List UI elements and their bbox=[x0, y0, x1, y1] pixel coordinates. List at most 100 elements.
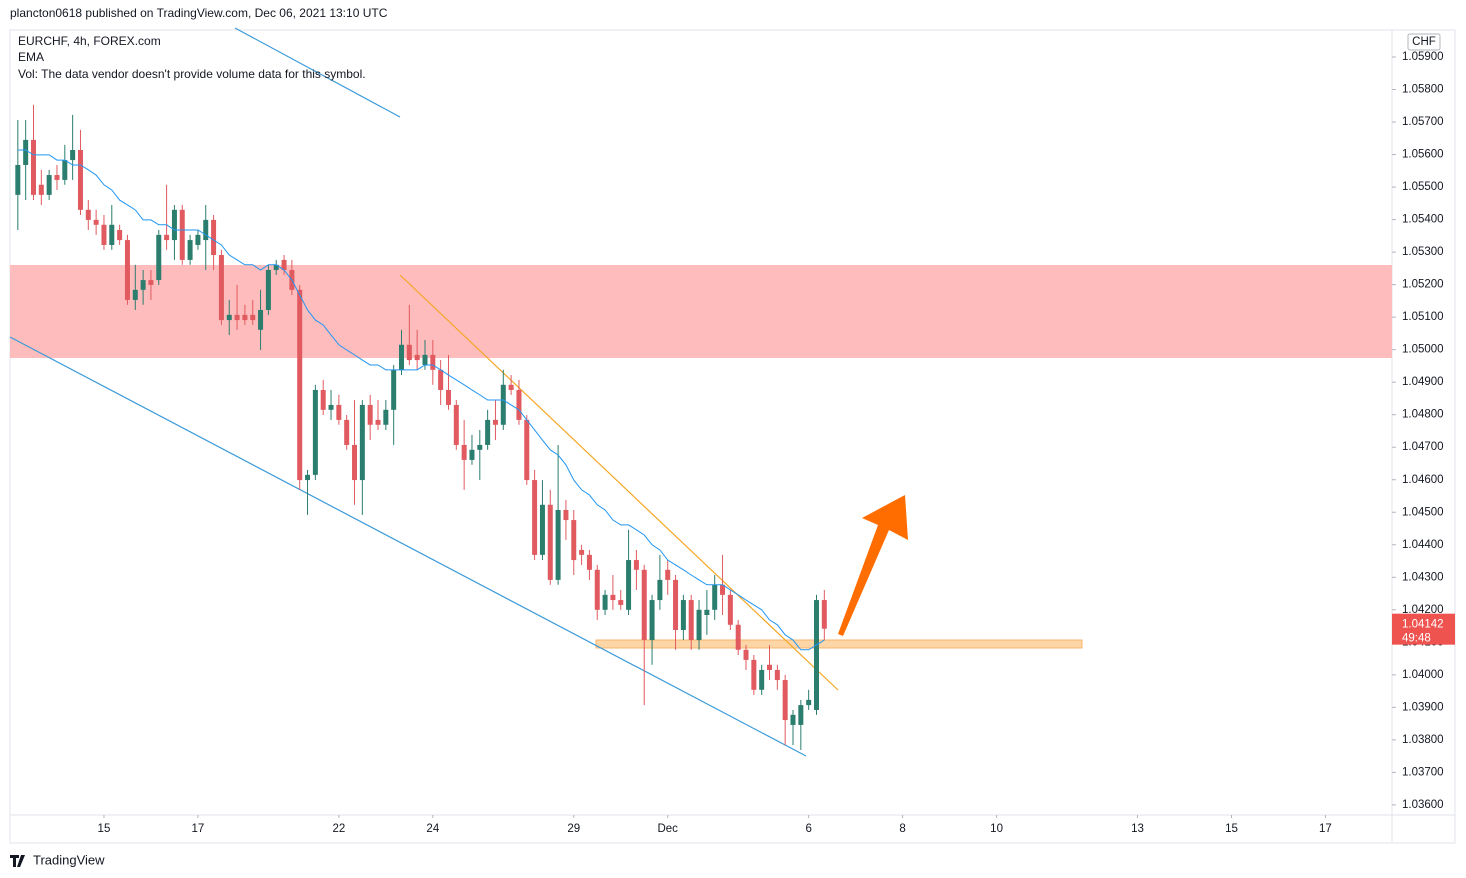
candle-body bbox=[297, 289, 303, 481]
candle-body bbox=[430, 354, 436, 370]
x-tick-label: 15 bbox=[1225, 823, 1238, 835]
candle-body bbox=[704, 609, 710, 616]
candle-body bbox=[140, 280, 146, 290]
candle-body bbox=[164, 234, 170, 241]
support-zone bbox=[595, 639, 1083, 649]
candle-body bbox=[438, 369, 444, 390]
candle-body bbox=[320, 389, 326, 410]
y-tick-label: 1.03600 bbox=[1402, 799, 1444, 811]
y-tick-label: 1.04900 bbox=[1402, 376, 1444, 388]
ema-line bbox=[17, 149, 825, 651]
candle-body bbox=[77, 149, 83, 210]
channel-line bbox=[234, 27, 401, 118]
candle-body bbox=[226, 314, 232, 321]
candle-body bbox=[461, 444, 467, 460]
candle-body bbox=[618, 600, 624, 605]
candle-body bbox=[211, 219, 217, 256]
candle-body bbox=[649, 600, 655, 641]
candle-body bbox=[375, 419, 381, 425]
last-price-box bbox=[1392, 613, 1455, 645]
symbol-legend: EURCHF, 4h, FOREX.com bbox=[18, 34, 161, 48]
y-tick-label: 1.05900 bbox=[1402, 51, 1444, 63]
candle-body bbox=[688, 600, 694, 641]
candle-body bbox=[798, 705, 804, 725]
x-tick-label: 29 bbox=[567, 823, 580, 835]
candle-body bbox=[790, 714, 796, 725]
candle-body bbox=[273, 264, 279, 270]
candle-body bbox=[70, 149, 76, 161]
y-tick-label: 1.05500 bbox=[1402, 181, 1444, 193]
currency: CHF bbox=[1412, 36, 1436, 48]
volume-note: Vol: The data vendor doesn't provide vol… bbox=[18, 67, 366, 81]
candle-body bbox=[336, 404, 342, 420]
x-tick-label: 8 bbox=[899, 823, 905, 835]
candle-body bbox=[414, 354, 420, 361]
candle-body bbox=[680, 600, 686, 630]
arrow bbox=[838, 495, 908, 636]
resistance-zone bbox=[10, 265, 1392, 358]
candle-body bbox=[399, 344, 405, 370]
candle-body bbox=[312, 389, 318, 475]
ema-legend: EMA bbox=[18, 50, 44, 64]
candle-body bbox=[46, 175, 52, 195]
candle-body bbox=[344, 419, 350, 445]
x-tick-label: 17 bbox=[1319, 823, 1332, 835]
candle-body bbox=[453, 404, 459, 445]
candle-body bbox=[579, 549, 585, 555]
y-tick-label: 1.04400 bbox=[1402, 539, 1444, 551]
candle-body bbox=[633, 560, 639, 570]
candle-body bbox=[422, 354, 428, 365]
y-tick-label: 1.05800 bbox=[1402, 84, 1444, 96]
candle-body bbox=[117, 229, 123, 241]
x-tick-label: 24 bbox=[426, 823, 439, 835]
candle-body bbox=[265, 269, 271, 310]
candle-body bbox=[305, 474, 311, 481]
candle-body bbox=[555, 509, 561, 580]
candle-body bbox=[383, 409, 389, 425]
candle-body bbox=[712, 584, 718, 610]
y-tick-label: 1.05200 bbox=[1402, 279, 1444, 291]
x-tick-label: 6 bbox=[805, 823, 811, 835]
candle-body bbox=[500, 384, 506, 425]
candle-body bbox=[485, 419, 491, 445]
y-tick-label: 1.05300 bbox=[1402, 246, 1444, 258]
y-tick-label: 1.04200 bbox=[1402, 604, 1444, 616]
candle-body bbox=[806, 699, 812, 706]
candle-body bbox=[234, 314, 240, 321]
candle-body bbox=[218, 255, 224, 321]
candle-body bbox=[539, 504, 545, 555]
currency-box bbox=[1407, 33, 1441, 51]
y-tick-label: 1.04300 bbox=[1402, 571, 1444, 583]
channel-line bbox=[9, 336, 807, 757]
trend-line bbox=[399, 274, 839, 691]
candle-body bbox=[15, 164, 21, 195]
last-price-label: 1.04142 bbox=[1402, 619, 1444, 631]
candle-body bbox=[132, 289, 138, 300]
candle-body bbox=[62, 160, 68, 180]
candle-body bbox=[445, 389, 451, 405]
candle-body bbox=[124, 240, 130, 300]
candle-body bbox=[524, 419, 530, 481]
candle-body bbox=[281, 259, 287, 270]
candle-body bbox=[547, 504, 553, 580]
y-tick-label: 1.05000 bbox=[1402, 344, 1444, 356]
candle-body bbox=[610, 594, 616, 601]
candle-body bbox=[148, 280, 154, 285]
candle-body bbox=[30, 139, 36, 195]
candle-body bbox=[258, 309, 264, 330]
y-tick-label: 1.03700 bbox=[1402, 766, 1444, 778]
candle-body bbox=[594, 569, 600, 610]
y-tick-label: 1.05700 bbox=[1402, 116, 1444, 128]
candle-body bbox=[109, 224, 115, 245]
candle-body bbox=[571, 520, 577, 561]
candle-body bbox=[813, 600, 819, 710]
chart-frame bbox=[9, 29, 1456, 844]
y-tick-label: 1.04500 bbox=[1402, 506, 1444, 518]
candle-body bbox=[242, 314, 248, 321]
candle-body bbox=[586, 554, 592, 570]
candle-body bbox=[352, 444, 358, 481]
y-tick-label: 1.05100 bbox=[1402, 311, 1444, 323]
candle-body bbox=[767, 664, 773, 670]
candle-body bbox=[156, 234, 162, 281]
x-tick-label: Dec bbox=[657, 823, 678, 835]
